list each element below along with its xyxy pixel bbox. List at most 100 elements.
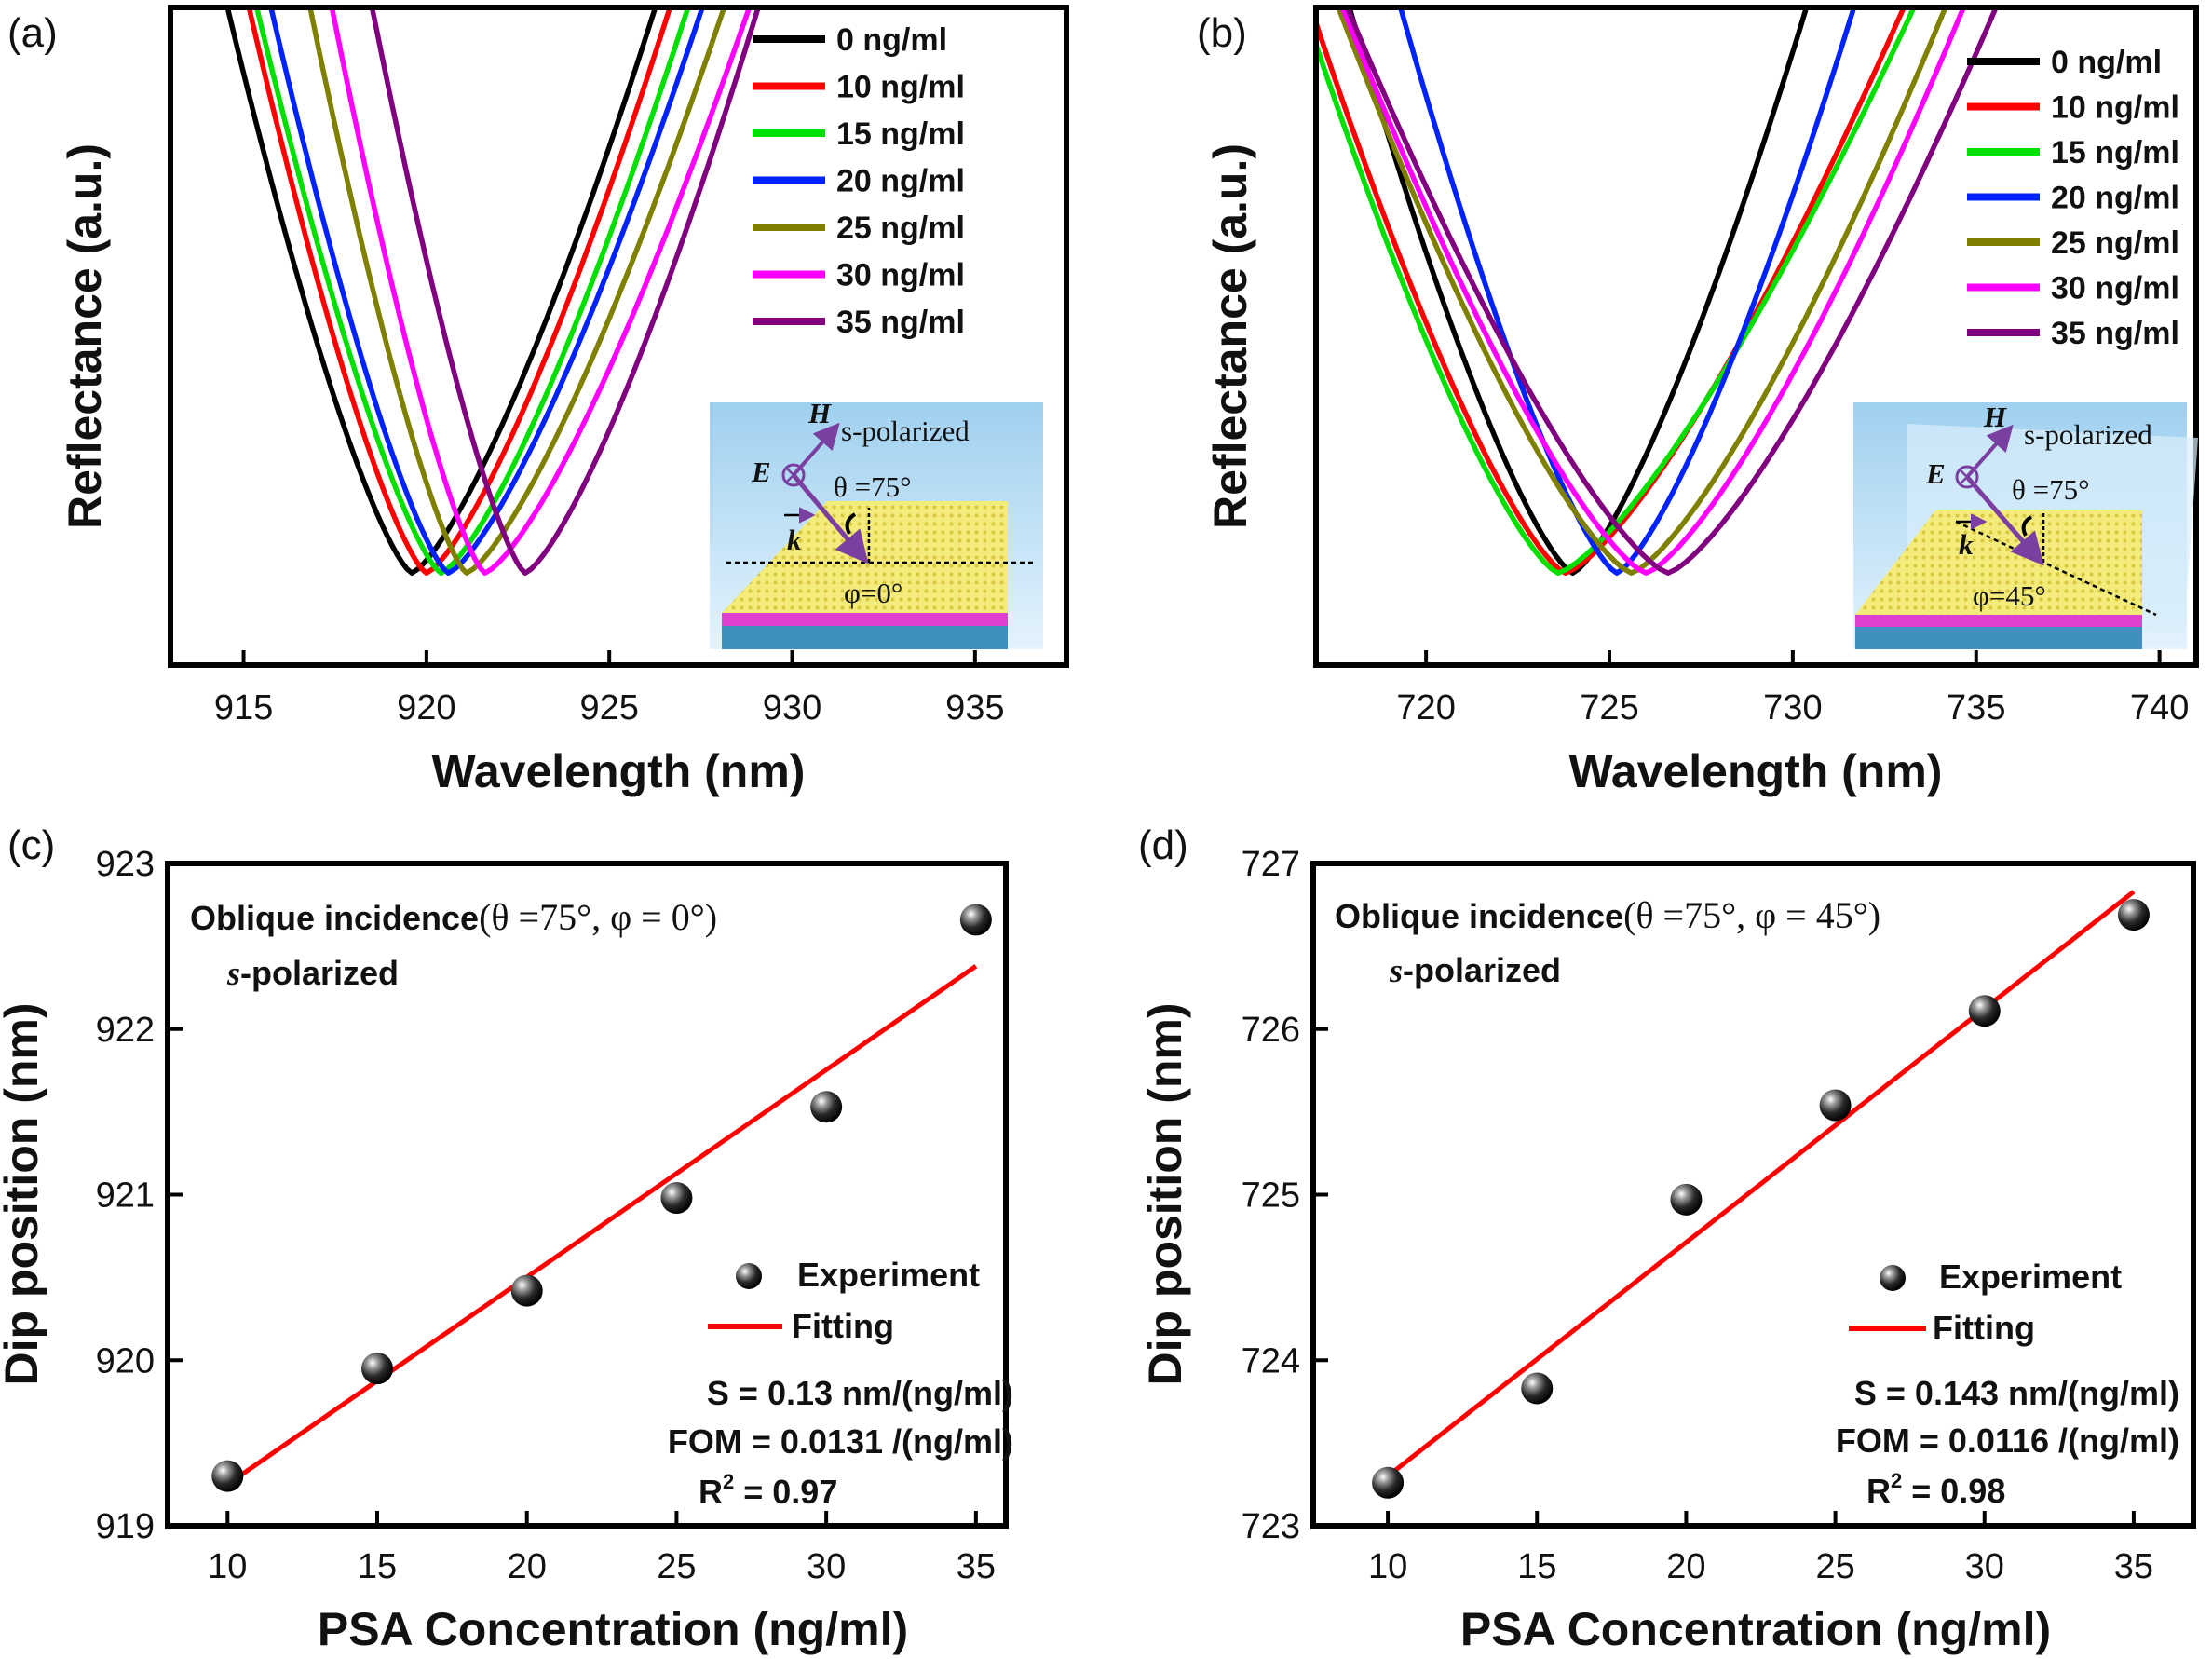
legend-label: 0 ng/ml [836, 22, 947, 58]
inset-pol-label: s-polarized [2024, 418, 2152, 451]
data-point [2117, 899, 2150, 931]
x-tick-label: 935 [945, 688, 1004, 728]
inset-diagram-a: H s-polarized E θ =75° k φ=0° [710, 397, 1043, 649]
legend-label: 25 ng/ml [836, 211, 965, 246]
fit-line [1386, 890, 2136, 1478]
x-tick-label: 35 [2114, 1547, 2153, 1586]
data-point [211, 1460, 244, 1492]
y-tick-label: 727 [1242, 845, 1300, 884]
y-tick-label: 921 [96, 1176, 155, 1216]
chart-panel-b: 720 725 730 735 740 Wavelength (nm) Reflecta… [1204, 5, 2199, 797]
inset-slab-layer [1855, 615, 2142, 627]
series-line-15-ng-ml [1316, 7, 1917, 576]
legend-label: 35 ng/ml [2051, 316, 2179, 351]
reflectance-curves-a [224, 7, 762, 576]
x-tick-label: 30 [807, 1547, 846, 1586]
series-line-20-ng-ml [1397, 7, 1857, 576]
plot-frame-b [1313, 5, 2199, 668]
legend-marker-experiment-c [736, 1263, 762, 1289]
x-tick-label: 735 [1947, 688, 2005, 728]
inset-theta-label: θ =75° [2012, 473, 2089, 506]
x-tick-label: 930 [763, 688, 821, 728]
y-tick-label: 724 [1242, 1341, 1300, 1380]
legend-label: 35 ng/ml [836, 305, 965, 340]
inset-k-vector [1965, 475, 2044, 566]
series-line-0-ng-ml [1347, 7, 1810, 576]
series-line-30-ng-ml [1339, 7, 1967, 576]
series-line-25-ng-ml [307, 7, 727, 576]
data-point [510, 1274, 543, 1307]
panel-label-b: (b) [1197, 10, 1247, 56]
series-line-25-ng-ml [1336, 7, 1948, 576]
annotation-polarization-d: s-polarized [1389, 951, 1561, 989]
x-axis-title-b: Wavelength (nm) [1569, 745, 1943, 797]
inset-angle-arc [2021, 515, 2033, 537]
data-point [1372, 1466, 1405, 1499]
data-point [1819, 1089, 1852, 1122]
y-axis-title-d: Dip position (nm) [1139, 1002, 1191, 1385]
legend-label: 0 ng/ml [2051, 45, 2162, 80]
series-line-10-ng-ml [246, 7, 673, 576]
series-line-35-ng-ml [1344, 7, 2000, 576]
inset-e-label: E [1925, 457, 1946, 490]
fit-line [225, 964, 978, 1487]
x-tick-label: 20 [508, 1547, 547, 1586]
legend-label: 15 ng/ml [2051, 135, 2179, 170]
x-tick-label: 15 [358, 1547, 397, 1586]
x-axis-title-a: Wavelength (nm) [432, 745, 806, 797]
legend-label: 10 ng/ml [836, 70, 965, 105]
inset-e-circle [1955, 465, 1979, 489]
x-axis-b: 720 725 730 735 740 [1396, 650, 2189, 728]
x-tick-label: 915 [214, 688, 273, 728]
inset-pol-label: s-polarized [841, 415, 970, 447]
panel-label-c: (c) [7, 823, 55, 868]
x-tick-label: 740 [2130, 688, 2189, 728]
x-tick-label: 730 [1763, 688, 1822, 728]
series-line-20-ng-ml [268, 7, 705, 576]
data-point [361, 1353, 393, 1385]
x-tick-label: 35 [957, 1547, 996, 1586]
panel-label-a: (a) [7, 10, 58, 56]
legend-label: 15 ng/ml [836, 116, 965, 152]
y-tick-label: 919 [96, 1507, 155, 1546]
series-line-30-ng-ml [329, 7, 753, 576]
data-point [959, 904, 992, 936]
plot-area-d [1372, 890, 2150, 1499]
x-tick-label: 10 [1368, 1547, 1407, 1586]
series-line-0-ng-ml [224, 7, 658, 576]
annotation-polarization-c: s-polarized [226, 954, 399, 992]
data-point [1968, 995, 2001, 1027]
annotation-fom-c: FOM = 0.0131 /(ng/ml) [668, 1422, 1013, 1461]
inset-slab-layer [722, 613, 1008, 626]
annotation-fom-d: FOM = 0.0116 /(ng/ml) [1836, 1421, 2179, 1460]
inset-k-label: k [787, 524, 802, 556]
x-tick-label: 30 [1965, 1547, 2004, 1586]
y-axis-title-a: Reflectance (a.u.) [59, 143, 111, 529]
chart-panel-d: 10 15 20 25 30 35 723 724 725 726 727 PSA Concentr… [1139, 845, 2196, 1655]
x-tick-label: 10 [208, 1547, 247, 1586]
legend-b: 0 ng/ml 10 ng/ml 15 ng/ml 20 ng/ml 25 ng/ml 3… [1967, 45, 2179, 351]
data-point [810, 1091, 843, 1123]
x-tick-label: 920 [397, 688, 455, 728]
legend-label: 20 ng/ml [2051, 181, 2179, 216]
annotation-r2-c: R2 = 0.97 [699, 1470, 837, 1511]
inset-phi-label: φ=0° [844, 577, 902, 609]
x-tick-label: 25 [1815, 1547, 1854, 1586]
annotation-incidence-d: Oblique incidence(θ =75°, φ = 45°) [1335, 894, 1880, 936]
legend-label: 30 ng/ml [836, 258, 965, 293]
legend-label-experiment-c: Experiment [797, 1256, 980, 1294]
inset-slab-top [1855, 510, 2142, 615]
inset-diagram-b: H s-polarized E θ =75° k φ=45° [1853, 401, 2198, 649]
series-line-35-ng-ml [369, 7, 762, 576]
inset-h-label: H [807, 397, 832, 429]
legend-marker-experiment-d [1880, 1265, 1906, 1291]
x-tick-label: 720 [1396, 688, 1455, 728]
series-line-15-ng-ml [253, 7, 691, 576]
y-tick-label: 922 [96, 1011, 155, 1050]
y-axis-title-b: Reflectance (a.u.) [1204, 143, 1256, 529]
x-tick-label: 15 [1517, 1547, 1556, 1586]
inset-angle-arc [845, 512, 857, 535]
plot-frame-a [168, 5, 1069, 668]
inset-e-circle [781, 463, 806, 487]
y-tick-label: 726 [1242, 1011, 1300, 1050]
